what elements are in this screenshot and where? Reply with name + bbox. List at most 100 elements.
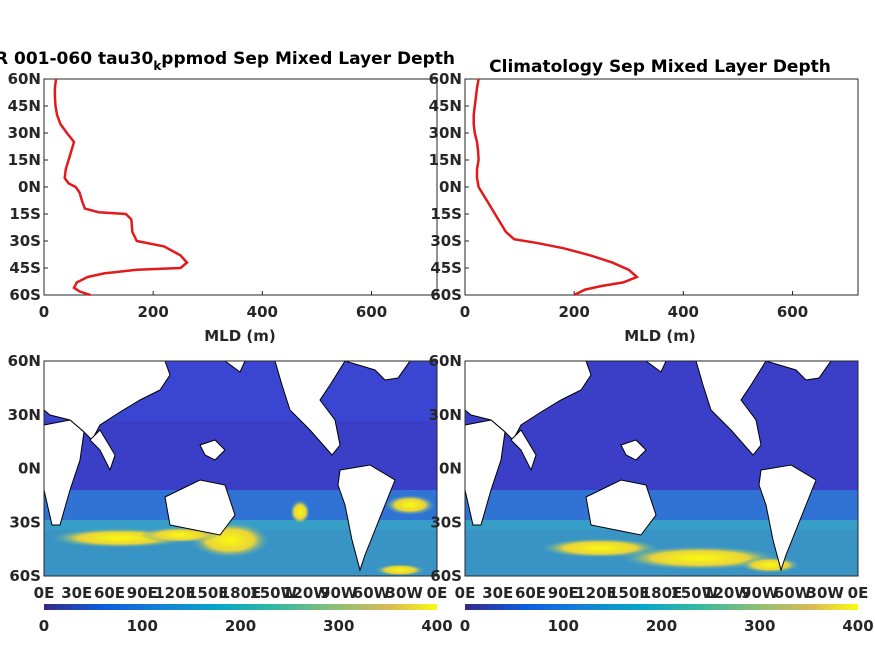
x-tick-label: 200 [559, 303, 590, 321]
y-tick-label: 30S [430, 232, 462, 250]
map-x-tick-label: 60E [94, 584, 125, 602]
map-x-tick-label: 0E [427, 584, 448, 602]
map-x-tick-label: 120E [575, 584, 617, 602]
map-y-tick-label: 0N [18, 460, 41, 478]
map-y-ticks: 60N 30N 0N 30S 60S [8, 352, 41, 585]
x-axis-label: MLD (m) [204, 327, 276, 345]
map-x-tick-label: 0E [848, 584, 869, 602]
map-x-tick-label: 120W [282, 584, 330, 602]
map-x-tick-label: 120E [154, 584, 196, 602]
map-x-tick-label: 0E [34, 584, 55, 602]
map-x-ticks: 0E 30E 60E 90E120E150E180E150W120W90W60W30W… [455, 584, 869, 602]
y-tick-label: 30N [8, 124, 41, 142]
map-x-tick-label: 60E [515, 584, 546, 602]
map-x-tick-label: 90W [741, 584, 779, 602]
high-mld-region [375, 564, 425, 576]
x-tick-label: 0 [39, 303, 49, 321]
map-x-ticks: 0E 30E 60E 90E120E150E180E150W120W90W60W30W… [34, 584, 448, 602]
y-tick-label: 45S [430, 259, 462, 277]
y-ticks: 60N 45N 30N 15N 0N 15S 30S 45S 60S [8, 70, 48, 304]
y-tick-label: 0N [439, 178, 462, 196]
land-mask [44, 361, 411, 572]
plot-frame [464, 78, 859, 296]
colorbar-tick-label: 100 [548, 617, 579, 635]
y-tick-label: 60S [9, 286, 41, 304]
x-axis-label: MLD (m) [624, 327, 696, 345]
high-mld-region [290, 500, 310, 524]
colorbar-tick-label: 400 [842, 617, 873, 635]
y-tick-label: 45S [9, 259, 41, 277]
colorbar-tick-label: 200 [646, 617, 677, 635]
mld-series-line [53, 78, 189, 297]
y-tick-label: 30N [429, 124, 462, 142]
map-x-tick-label: 30E [61, 584, 92, 602]
x-tick-label: 400 [247, 303, 278, 321]
map-x-tick-label: 90E [127, 584, 158, 602]
y-tick-label: 15N [8, 151, 41, 169]
y-tick-label: 45N [429, 97, 462, 115]
colorbar-tick-label: 0 [460, 617, 470, 635]
map-x-tick-label: 0E [455, 584, 476, 602]
map-x-tick-label: 150W [249, 584, 297, 602]
map-y-ticks: 60N 30N 0N 30S 60S [429, 352, 462, 585]
map-frame [464, 360, 859, 577]
x-tick-label: 600 [356, 303, 387, 321]
colorbar-tick-label: 300 [323, 617, 354, 635]
x-tick-label: 0 [460, 303, 470, 321]
y-tick-label: 45N [8, 97, 41, 115]
y-tick-label: 30S [9, 232, 41, 250]
map-y-tick-label: 60S [9, 567, 41, 585]
map-y-tick-label: 60N [8, 352, 41, 370]
y-tick-label: 60N [8, 70, 41, 88]
map-x-tick-label: 150E [187, 584, 229, 602]
map-y-tick-label: 60N [429, 352, 462, 370]
y-tick-label: 15S [430, 205, 462, 223]
profile-plot-climatology: Climatology Sep Mixed Layer Depth 60N 45N… [429, 57, 859, 345]
x-ticks: 0 200 400 600 [460, 291, 808, 321]
map-x-tick-label: 90E [548, 584, 579, 602]
map-x-tick-label: 150W [670, 584, 718, 602]
map-x-tick-label: 150E [608, 584, 650, 602]
map-frame [43, 360, 438, 577]
map-x-tick-label: 60W [353, 584, 391, 602]
chart-title-climatology: Climatology Sep Mixed Layer Depth [489, 57, 831, 77]
map-y-tick-label: 30S [9, 513, 41, 531]
map-x-tick-label: 30E [482, 584, 513, 602]
high-mld-region [385, 495, 435, 515]
y-tick-label: 15N [429, 151, 462, 169]
y-tick-label: 0N [18, 178, 41, 196]
map-y-tick-label: 30N [429, 406, 462, 424]
map-x-tick-label: 180E [641, 584, 683, 602]
plot-frame [43, 78, 438, 296]
x-tick-label: 200 [138, 303, 169, 321]
land-mask [465, 361, 832, 572]
chart-title-model: R 001-060 tau30kppmod Sep Mixed Layer De… [0, 49, 455, 73]
map-y-tick-label: 30N [8, 406, 41, 424]
colorbar [44, 604, 437, 610]
colorbar-tick-label: 0 [39, 617, 49, 635]
profile-plot-model: R 001-060 tau30kppmod Sep Mixed Layer De… [0, 49, 455, 345]
high-mld-region [620, 546, 780, 570]
colorbar-ticks: 0 100 200 300 400 [39, 617, 453, 635]
mld-series-line [472, 78, 640, 297]
colorbar [465, 604, 858, 610]
mld-map-model: 60N 30N 0N 30S 60S 0E 30E 60E 90E120E150E180E15… [8, 352, 453, 635]
map-x-tick-label: 180E [220, 584, 262, 602]
map-x-tick-label: 90W [320, 584, 358, 602]
colorbar-tick-label: 100 [127, 617, 158, 635]
map-x-tick-label: 30W [386, 584, 424, 602]
y-ticks: 60N 45N 30N 15N 0N 15S 30S 45S 60S [429, 70, 469, 304]
x-tick-label: 400 [668, 303, 699, 321]
colorbar-tick-label: 400 [421, 617, 452, 635]
map-y-tick-label: 60S [430, 567, 462, 585]
map-x-tick-label: 60W [774, 584, 812, 602]
colorbar-ticks: 0 100 200 300 400 [460, 617, 874, 635]
colorbar-tick-label: 200 [225, 617, 256, 635]
map-y-tick-label: 0N [439, 460, 462, 478]
map-y-tick-label: 30S [430, 513, 462, 531]
map-x-tick-label: 30W [807, 584, 845, 602]
mld-map-climatology: 60N 30N 0N 30S 60S 0E 30E 60E 90E120E150E180E15… [429, 352, 874, 635]
x-ticks: 0 200 400 600 [39, 291, 387, 321]
x-tick-label: 600 [777, 303, 808, 321]
